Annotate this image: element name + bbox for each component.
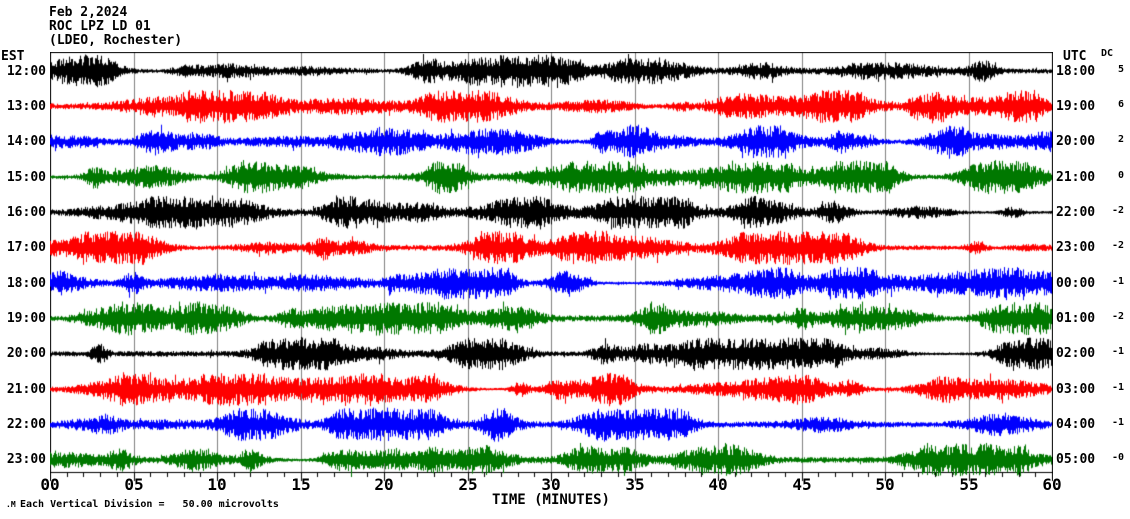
- utc-time-label: 05:00: [1056, 452, 1096, 467]
- dc-value: -1: [1111, 382, 1124, 393]
- x-tick-label: 30: [541, 475, 561, 494]
- x-tick-label: 05: [124, 475, 144, 494]
- utc-time-label: 18:00: [1056, 64, 1096, 79]
- est-time-label: 12:00: [6, 64, 46, 79]
- x-tick-label: 15: [291, 475, 311, 494]
- est-time-label: 16:00: [6, 205, 46, 220]
- dc-value: 2: [1117, 134, 1124, 145]
- est-time-label: 13:00: [6, 99, 46, 114]
- utc-time-label: 20:00: [1056, 134, 1096, 149]
- x-tick-label: 45: [792, 475, 812, 494]
- est-time-label: 22:00: [6, 417, 46, 432]
- dc-value: 0: [1117, 170, 1124, 181]
- dc-value: -1: [1111, 417, 1124, 428]
- network-label: (LDEO, Rochester): [49, 33, 183, 48]
- dc-value: 5: [1117, 64, 1124, 75]
- utc-time-label: 23:00: [1056, 240, 1096, 255]
- est-time-label: 15:00: [6, 170, 46, 185]
- utc-time-label: 22:00: [1056, 205, 1096, 220]
- corner-mark: .M: [6, 500, 16, 509]
- utc-time-label: 21:00: [1056, 170, 1096, 185]
- right-axis-title: UTC: [1063, 49, 1087, 64]
- x-tick-label: 40: [708, 475, 728, 494]
- dc-value: -0: [1111, 452, 1124, 463]
- x-tick-label: 10: [207, 475, 227, 494]
- dc-value: -2: [1111, 205, 1124, 216]
- date-label: Feb 2,2024: [49, 5, 128, 20]
- utc-time-label: 00:00: [1056, 276, 1096, 291]
- est-time-label: 21:00: [6, 382, 46, 397]
- x-tick-label: 25: [458, 475, 478, 494]
- utc-time-label: 01:00: [1056, 311, 1096, 326]
- est-time-label: 23:00: [6, 452, 46, 467]
- utc-time-label: 02:00: [1056, 346, 1096, 361]
- left-axis-title: EST: [1, 49, 25, 64]
- dc-value: -2: [1111, 240, 1124, 251]
- x-tick-label: 00: [40, 475, 60, 494]
- dc-value: -1: [1111, 276, 1124, 287]
- x-tick-label: 60: [1042, 475, 1062, 494]
- est-time-label: 17:00: [6, 240, 46, 255]
- seismogram-plot[interactable]: [50, 52, 1053, 493]
- x-tick-label: 35: [625, 475, 645, 494]
- x-axis-title: TIME (MINUTES): [491, 492, 610, 508]
- est-time-label: 14:00: [6, 134, 46, 149]
- dc-column-title: DC: [1101, 48, 1114, 59]
- utc-time-label: 04:00: [1056, 417, 1096, 432]
- x-tick-label: 20: [374, 475, 394, 494]
- dc-value: -2: [1111, 311, 1124, 322]
- station-label: ROC LPZ LD 01: [49, 19, 151, 34]
- est-time-label: 18:00: [6, 276, 46, 291]
- x-tick-label: 55: [959, 475, 979, 494]
- x-tick-label: 50: [875, 475, 895, 494]
- dc-value: 6: [1117, 99, 1124, 110]
- scale-note: Each Vertical Division = 50.00 microvolt…: [20, 499, 279, 510]
- utc-time-label: 03:00: [1056, 382, 1096, 397]
- est-time-label: 19:00: [6, 311, 46, 326]
- dc-value: -1: [1111, 346, 1124, 357]
- est-time-label: 20:00: [6, 346, 46, 361]
- utc-time-label: 19:00: [1056, 99, 1096, 114]
